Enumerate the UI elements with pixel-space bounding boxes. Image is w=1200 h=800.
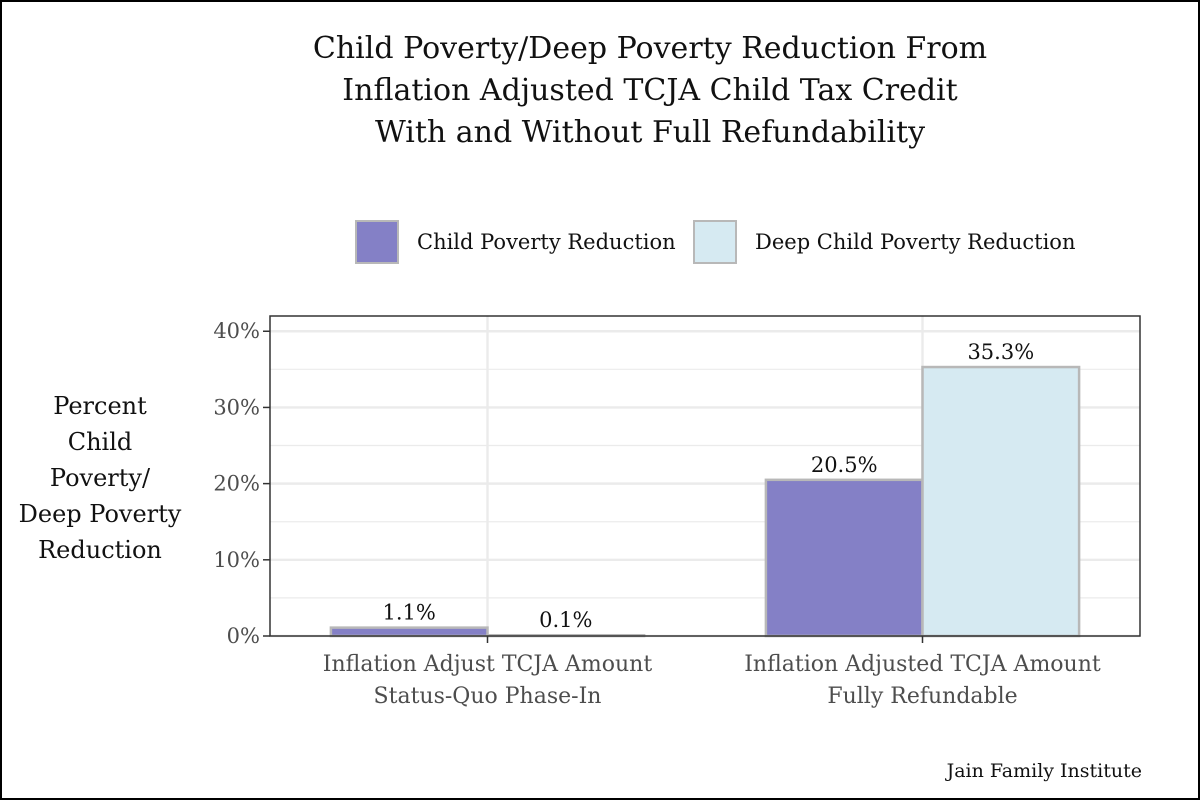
plot-border	[269, 315, 1141, 637]
y-tick-label: 20%	[213, 472, 260, 496]
y-tick-label: 0%	[227, 624, 260, 648]
x-tick-label: Fully Refundable	[827, 684, 1017, 709]
bar	[921, 365, 1081, 638]
bar-value-label: 20.5%	[811, 453, 878, 477]
bar	[764, 478, 924, 638]
source-credit: Jain Family Institute	[946, 760, 1142, 782]
bar	[329, 626, 489, 638]
bar-value-label: 0.1%	[539, 608, 592, 632]
title-line-1: Child Poverty/Deep Poverty Reduction Fro…	[312, 31, 988, 66]
x-tick-label: Status-Quo Phase-In	[374, 684, 602, 709]
y-axis-label-line-1: Percent	[53, 392, 147, 420]
bar-value-label: 1.1%	[383, 601, 436, 625]
x-tick-label: Inflation Adjust TCJA Amount	[323, 652, 653, 677]
y-tick-label: 10%	[213, 548, 260, 572]
y-axis-label: Percent Child Poverty/ Deep Poverty Redu…	[8, 388, 192, 568]
legend: Child Poverty Reduction Deep Child Pover…	[355, 218, 1115, 266]
y-tick-label: 40%	[213, 319, 260, 343]
legend-label-deep-child-poverty: Deep Child Poverty Reduction	[755, 230, 1076, 254]
y-axis-label-line-5: Reduction	[38, 536, 162, 564]
bar-value-label: 35.3%	[967, 340, 1034, 364]
chart-title: Child Poverty/Deep Poverty Reduction Fro…	[200, 28, 1100, 154]
x-tick-label: Inflation Adjusted TCJA Amount	[744, 652, 1101, 677]
y-axis-label-line-4: Deep Poverty	[18, 500, 182, 528]
title-line-2: Inflation Adjusted TCJA Child Tax Credit	[342, 73, 958, 108]
y-axis-label-line-2: Child	[67, 428, 133, 456]
legend-label-child-poverty: Child Poverty Reduction	[417, 230, 676, 254]
title-line-3: With and Without Full Refundability	[374, 115, 926, 150]
legend-item-child-poverty: Child Poverty Reduction	[355, 218, 676, 266]
legend-swatch-deep-child-poverty	[693, 220, 737, 264]
legend-swatch-child-poverty	[355, 220, 399, 264]
y-axis-label-line-3: Poverty/	[49, 464, 151, 492]
legend-item-deep-child-poverty: Deep Child Poverty Reduction	[693, 218, 1075, 266]
y-tick-label: 30%	[213, 395, 260, 419]
